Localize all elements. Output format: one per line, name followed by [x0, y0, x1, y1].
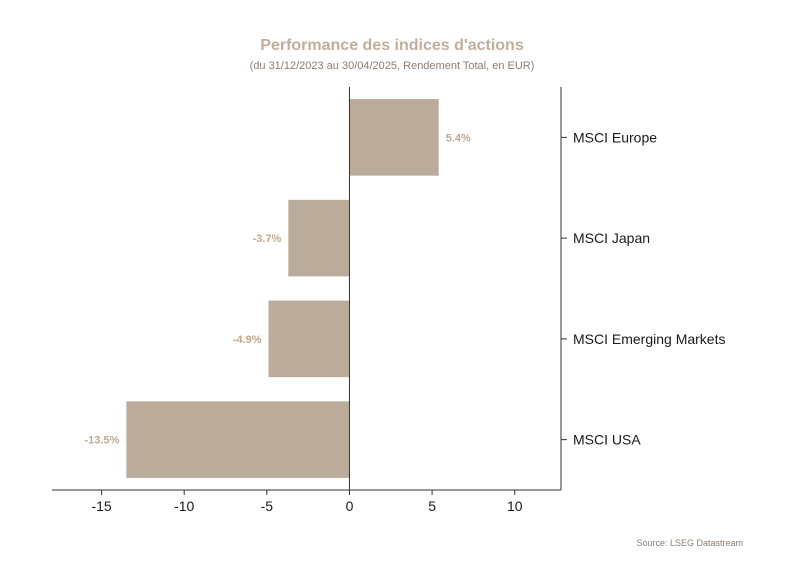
x-tick-label-0: -15 — [91, 498, 111, 514]
x-tick-label-5: 10 — [507, 498, 523, 514]
data-label-msci-emerging-markets: -4.9% — [233, 334, 262, 346]
category-label-msci-emerging-markets: MSCI Emerging Markets — [573, 331, 725, 347]
axes-group: MSCI Europe MSCI Japan MSCI Emerging Marke… — [52, 87, 725, 514]
bars-group: 5.4% -3.7% -4.9% -13.5% — [85, 99, 471, 478]
data-label-msci-usa: -13.5% — [85, 435, 120, 447]
x-tick-label-3: 0 — [346, 498, 354, 514]
x-tick-label-2: -5 — [261, 498, 274, 514]
bar-msci-japan — [288, 199, 350, 277]
category-label-msci-europe: MSCI Europe — [573, 129, 657, 145]
source-note: Source: LSEG Datastream — [636, 538, 743, 548]
bar-msci-europe — [349, 99, 439, 176]
x-tick-label-4: 5 — [428, 498, 436, 514]
category-label-msci-japan: MSCI Japan — [573, 230, 650, 246]
category-label-msci-usa: MSCI USA — [573, 432, 641, 448]
x-tick-label-1: -10 — [174, 498, 194, 514]
chart-subtitle: (du 31/12/2023 au 30/04/2025, Rendement … — [250, 60, 535, 72]
data-label-msci-europe: 5.4% — [446, 132, 471, 144]
data-label-msci-japan: -3.7% — [253, 233, 282, 245]
bar-msci-usa — [126, 401, 350, 478]
bar-msci-emerging-markets — [268, 300, 350, 378]
chart-title: Performance des indices d'actions — [260, 37, 524, 54]
